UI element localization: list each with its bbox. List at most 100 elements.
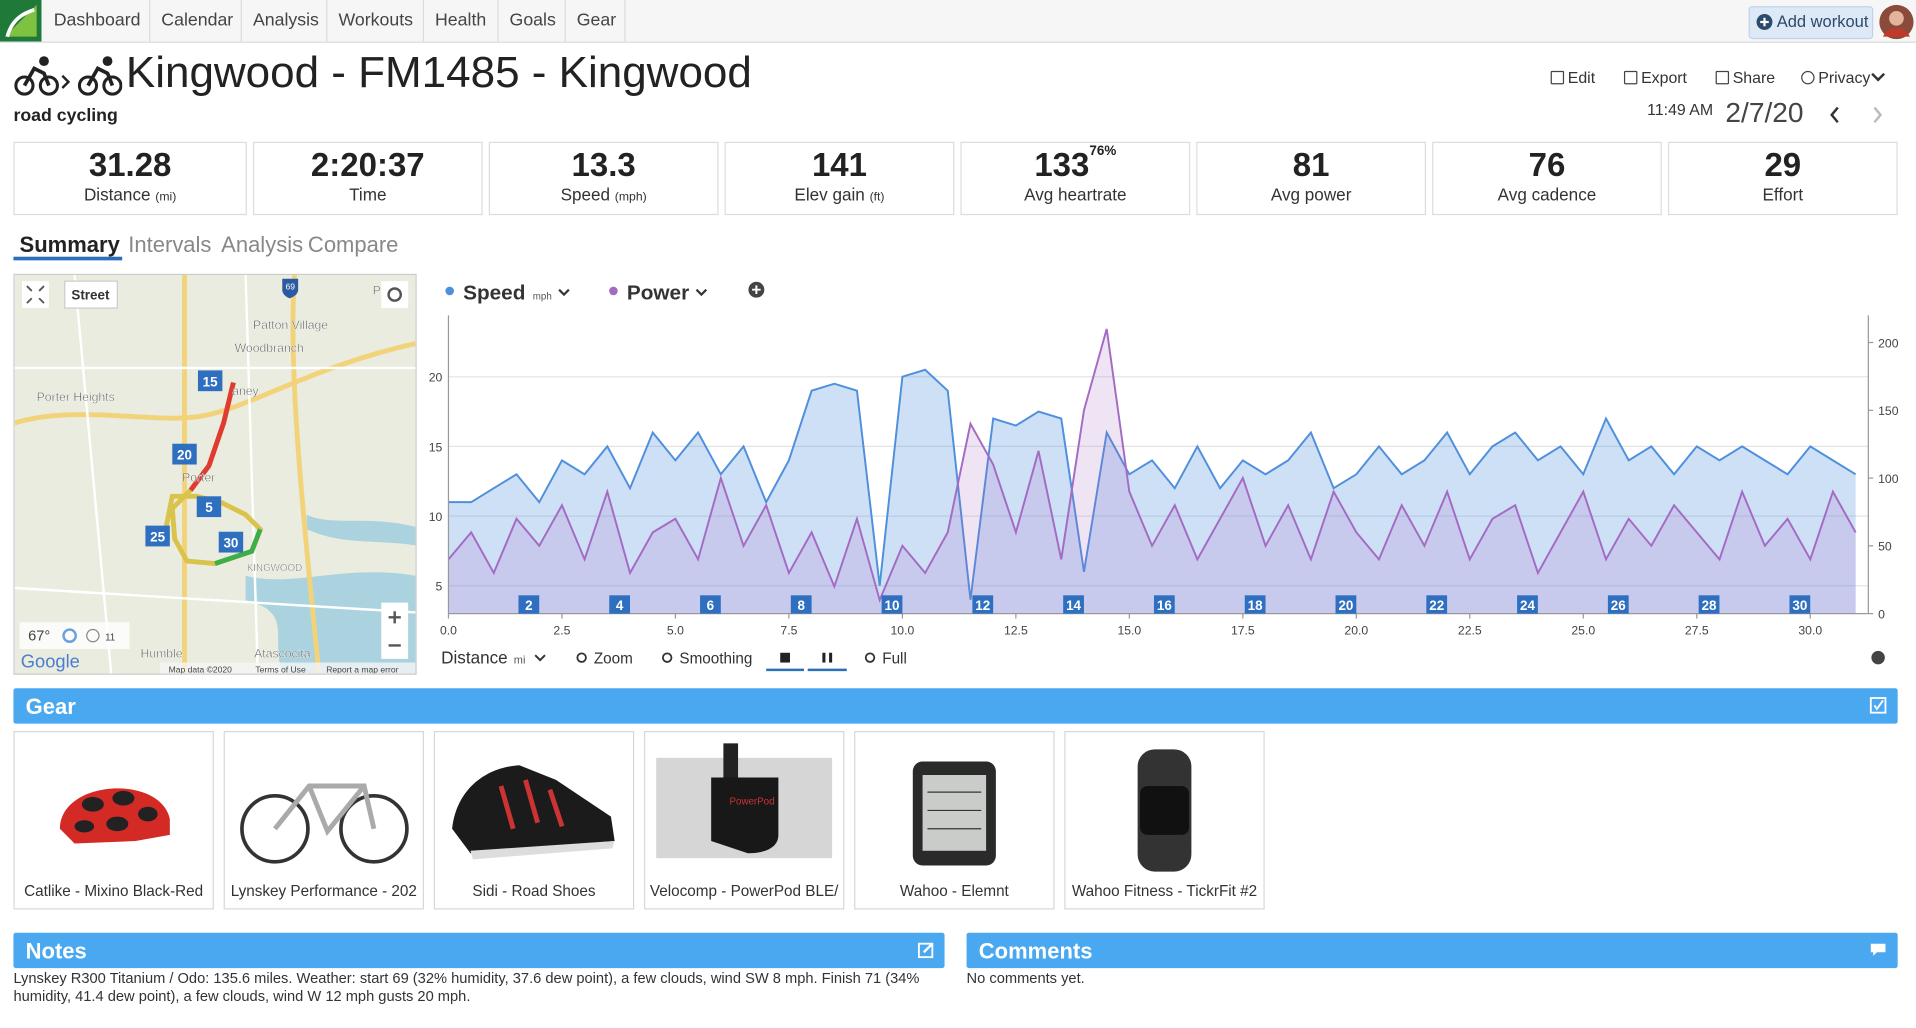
x-axis-chevron [534,654,546,662]
shape [62,628,77,643]
chart-control[interactable]: Full [882,651,907,668]
stat-number: 141 [811,146,868,184]
nav-item[interactable]: Goals [509,11,556,31]
gear-title: Gear [25,694,76,719]
map-marker [218,531,244,553]
map-footer: Report a map error [326,664,398,674]
map-label: Humble [141,647,183,661]
shape [74,820,95,833]
legend-label[interactable]: Speed [463,281,525,304]
stat-label-text: Distance [83,184,151,205]
map-marker [145,525,170,547]
shape [138,806,158,822]
shape [64,280,118,309]
nav-item[interactable]: Dashboard [53,11,141,31]
date-nav[interactable] [1826,104,1887,126]
nav-item[interactable]: Analysis [252,11,319,31]
privacy-chevron [1871,67,1886,82]
stat-value: 13.3 [490,147,717,185]
workout-date: 2/7/20 [1725,96,1804,129]
lap-marker [609,595,631,614]
toggle-button[interactable] [807,646,847,670]
nav-item[interactable]: Health [435,11,487,31]
map-label: Patton Village [253,318,328,332]
y2-tick-label: 50 [1878,540,1892,554]
toggle-icon [829,652,833,663]
nav-separator [240,0,242,42]
shape [1889,11,1904,26]
header-action[interactable]: Privacy [1818,68,1871,87]
tab[interactable]: Summary [19,232,120,257]
map-label: P [373,284,381,298]
lap-marker [1517,595,1538,614]
lap-marker [790,595,812,614]
shape [306,514,416,546]
plus-icon [1756,14,1773,30]
shape [160,662,416,674]
map-label: Porter Heights [37,390,115,404]
stat-value: 31.28 [15,147,246,185]
edit-notes-icon[interactable] [917,941,935,959]
stat-box: 31.28 Distance (mi) [13,141,247,216]
stat-box: 2:20:37 Time [252,141,483,216]
legend-label[interactable]: Power [627,281,689,304]
nav-separator [497,0,499,42]
y2-tick-label: 200 [1878,336,1899,350]
tab[interactable]: Compare [307,232,399,257]
chart-control[interactable]: Smoothing [679,651,752,668]
x-tick-label: 7.5 [780,623,797,637]
shape [39,56,49,67]
x-tick-label: 2.5 [553,623,570,637]
stat-label: Avg power [1198,185,1425,205]
gear-header: Gear [13,688,1898,724]
header-action[interactable]: Share [1732,68,1776,87]
gear-name: Catlike - Mixino Black-Red [24,882,204,900]
nav-item[interactable]: Gear [576,11,617,31]
comments-header: Comments [966,932,1898,969]
stat-number: 29 [1764,146,1802,184]
shape [38,75,59,96]
shape [912,761,996,866]
stat-box: 141 Elev gain (ft) [724,141,955,216]
map-footer: Terms of Use [255,664,306,674]
close-chart[interactable] [1871,650,1885,665]
add-workout-label[interactable]: Add workout [1776,12,1869,31]
x-tick-label: 27.5 [1685,623,1709,637]
stat-unit: (mph) [614,190,647,205]
stat-value: 29 [1669,147,1896,185]
chart-control[interactable]: Zoom [594,651,633,668]
edit-gear-icon[interactable] [1869,697,1887,714]
stat-number: 31.28 [88,146,172,184]
nav-bar [0,0,1916,43]
nav-item[interactable]: Workouts [338,11,413,31]
shape [106,816,129,832]
avatar[interactable] [1878,4,1915,41]
shape [381,602,409,659]
map-marker-label: 15 [203,374,218,389]
stat-value: 81 [1198,147,1425,185]
tab[interactable]: Analysis [221,232,304,257]
shape [1883,28,1910,37]
stat-label-text: Effort [1762,184,1804,205]
tab[interactable]: Intervals [128,232,212,257]
map[interactable]: Street 69 Patton Village Woodbranch Porter H… [13,273,417,675]
shape [1870,943,1886,956]
map-label: aney [232,384,259,398]
tab-underline [13,256,123,261]
shape [922,775,987,851]
lap-marker-label: 6 [707,598,714,613]
nav-item[interactable]: Calendar [161,11,234,31]
legend-chevron [558,288,570,297]
logo[interactable] [0,0,42,42]
stat-label-text: Avg power [1270,184,1352,205]
header-action[interactable]: Export [1641,68,1687,87]
shape [498,779,565,830]
header-action[interactable]: Edit [1567,68,1596,87]
shape [61,74,71,89]
gear-name: Sidi - Road Shoes [472,882,596,900]
map-marker [197,370,223,392]
x-axis-selector[interactable]: Distance [441,649,508,668]
shape: PowerPod [729,796,774,807]
comment-icon[interactable] [1870,942,1887,957]
